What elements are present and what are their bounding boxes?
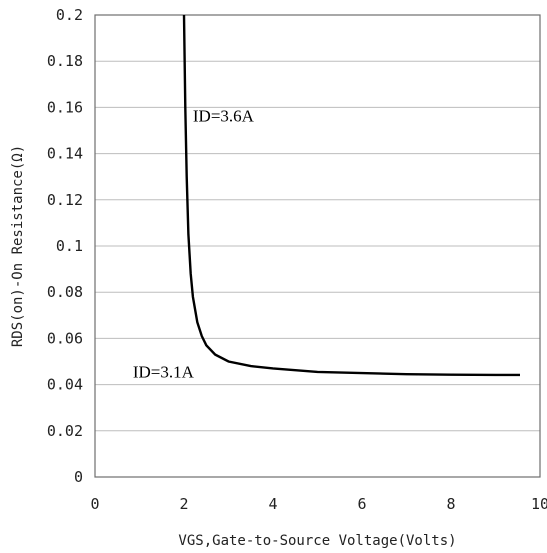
annotation-label: ID=3.1A	[133, 363, 195, 382]
x-tick-label: 8	[446, 495, 455, 513]
y-tick-label: 0.14	[47, 145, 83, 163]
x-tick-label: 0	[90, 495, 99, 513]
y-tick-label: 0.2	[56, 6, 83, 24]
x-tick-label: 10	[531, 495, 547, 513]
y-tick-label: 0.16	[47, 98, 83, 116]
y-tick-label: 0.1	[56, 237, 83, 255]
plot-frame	[94, 14, 541, 478]
y-tick-label: 0.18	[47, 52, 83, 70]
y-axis-title: RDS(on)-On Resistance(Ω)	[10, 145, 26, 347]
series-layer	[182, 14, 520, 377]
y-tick-label: 0.06	[47, 329, 83, 347]
y-tick-label: 0.02	[47, 422, 83, 440]
y-tick-label: 0.08	[47, 283, 83, 301]
x-tick-label: 6	[357, 495, 366, 513]
series-line	[182, 14, 520, 377]
y-tick-label: 0.04	[47, 376, 83, 394]
x-tick-label: 4	[268, 495, 277, 513]
y-tick-label: 0.12	[47, 191, 83, 209]
tick-labels: 0 0.02 0.04 0.06 0.08 0.1 0.12 0.14 0.16 0.18 0.2 0…	[47, 6, 547, 513]
y-tick-label: 0	[74, 468, 83, 486]
annotations: ID=3.6A ID=3.1A	[133, 106, 255, 381]
annotation-label: ID=3.6A	[193, 106, 255, 125]
x-axis-title: VGS,Gate-to-Source Voltage(Volts)	[178, 533, 456, 549]
grid-lines	[95, 60, 540, 432]
x-tick-label: 2	[179, 495, 188, 513]
